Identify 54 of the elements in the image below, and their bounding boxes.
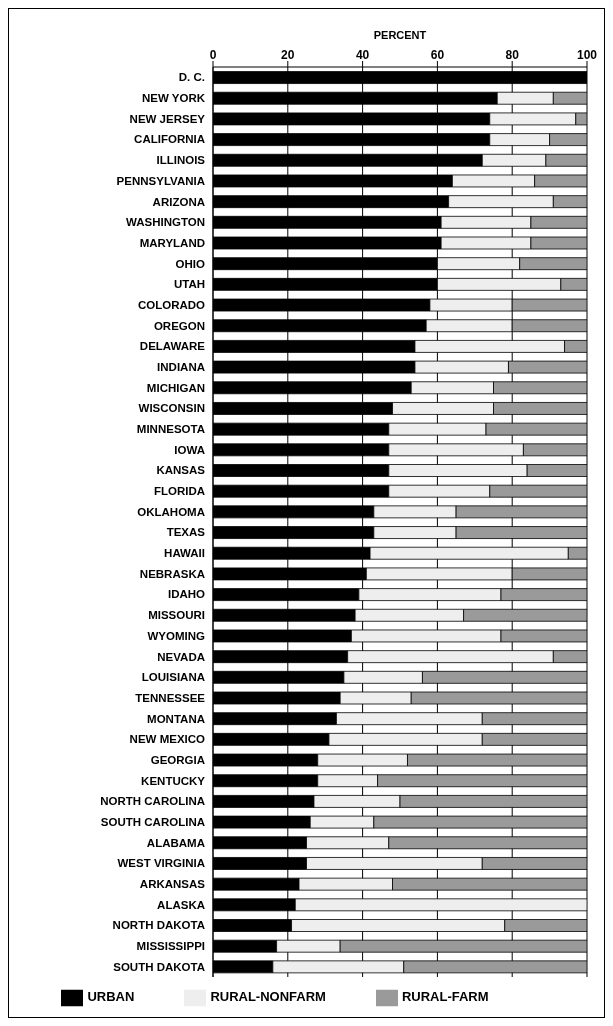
- y-tick-label: KANSAS: [156, 464, 206, 477]
- x-tick-label: 80: [505, 48, 520, 62]
- y-tick-label: NEW JERSEY: [129, 112, 206, 125]
- x-tick-label: 0: [209, 48, 217, 62]
- y-tick-label: OREGON: [153, 319, 205, 332]
- y-tick-label: MISSOURI: [148, 609, 205, 622]
- y-tick-label: NORTH CAROLINA: [100, 795, 205, 808]
- y-tick-label: GEORGIA: [150, 753, 205, 766]
- y-tick-label: NEVADA: [157, 650, 205, 663]
- y-tick-label: TEXAS: [166, 526, 206, 539]
- y-tick-label: INDIANA: [157, 360, 205, 373]
- y-tick-label: IDAHO: [167, 588, 206, 601]
- legend-label: URBAN: [87, 989, 135, 1005]
- y-tick-label: WEST VIRGINIA: [117, 857, 205, 870]
- y-tick-label: SOUTH CAROLINA: [100, 815, 205, 828]
- y-tick-label: LOUISIANA: [141, 671, 205, 684]
- y-tick-label: PENNSYLVANIA: [116, 174, 205, 187]
- y-tick-label: DELAWARE: [139, 340, 206, 353]
- y-tick-label: MARYLAND: [139, 236, 205, 249]
- y-tick-label: D. C.: [178, 71, 205, 84]
- y-tick-label: WASHINGTON: [125, 216, 205, 229]
- y-tick-label: MONTANA: [147, 712, 205, 725]
- x-tick-label: 60: [430, 48, 445, 62]
- y-tick-label: HAWAII: [164, 547, 205, 560]
- y-tick-label: SOUTH DAKOTA: [113, 960, 205, 973]
- y-tick-label: ALASKA: [157, 898, 205, 911]
- y-tick-label: NEW MEXICO: [129, 733, 206, 746]
- y-tick-label: NORTH DAKOTA: [112, 919, 205, 932]
- legend-label: RURAL-NONFARM: [210, 989, 326, 1005]
- legend-label: RURAL-FARM: [401, 989, 489, 1005]
- y-tick-label: ARIZONA: [152, 195, 205, 208]
- y-tick-label: KENTUCKY: [141, 774, 206, 787]
- y-tick-label: OHIO: [175, 257, 206, 270]
- x-tick-label: 40: [355, 48, 370, 62]
- y-tick-label: TENNESSEE: [135, 691, 206, 704]
- y-tick-label: ARKANSAS: [139, 878, 206, 891]
- y-tick-label: ILLINOIS: [156, 154, 206, 167]
- y-tick-label: NEBRASKA: [139, 567, 205, 580]
- y-tick-label: WISCONSIN: [138, 402, 205, 415]
- x-axis-title: PERCENT: [373, 29, 427, 41]
- y-tick-label: MISSISSIPPI: [136, 940, 205, 953]
- x-tick-label: 100: [576, 48, 598, 62]
- y-tick-label: IOWA: [174, 443, 205, 456]
- y-tick-label: COLORADO: [137, 298, 206, 311]
- x-tick-label: 20: [281, 48, 295, 62]
- y-tick-label: UTAH: [173, 278, 205, 291]
- y-tick-label: FLORIDA: [153, 485, 205, 498]
- y-tick-label: MINNESOTA: [136, 423, 205, 436]
- y-tick-label: OKLAHOMA: [137, 505, 205, 518]
- y-tick-label: NEW YORK: [141, 92, 206, 105]
- y-tick-label: CALIFORNIA: [134, 133, 205, 146]
- y-tick-label: WYOMING: [147, 629, 206, 642]
- y-tick-label: ALABAMA: [146, 836, 205, 849]
- y-tick-label: MICHIGAN: [146, 381, 205, 394]
